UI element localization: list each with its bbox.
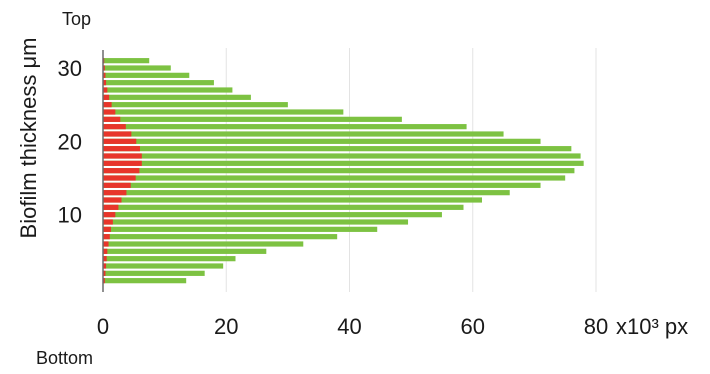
red-bar-11	[103, 204, 119, 210]
green-bar-1	[103, 278, 187, 284]
red-bar-23	[103, 116, 121, 122]
bottom-label: Bottom	[36, 348, 93, 368]
red-bar-21	[103, 131, 132, 137]
green-bar-15	[103, 175, 566, 181]
red-bar-24	[103, 109, 116, 115]
y-axis-label: Biofilm thickness μm	[16, 38, 41, 239]
green-bar-18	[103, 153, 581, 159]
green-bar-25	[103, 102, 288, 108]
red-bar-4	[103, 256, 107, 262]
green-bar-5	[103, 248, 267, 254]
green-bar-14	[103, 182, 541, 188]
x-tick-0: 0	[97, 314, 109, 339]
x-tick-labels: 0 20 40 60 80	[97, 314, 608, 339]
red-bar-27	[103, 87, 108, 93]
red-bar-6	[103, 241, 109, 247]
red-bar-30	[103, 65, 105, 71]
y-tick-labels: 10 20 30	[58, 56, 82, 228]
red-bar-19	[103, 146, 140, 152]
x-axis-unit-label: x10³ px	[616, 314, 688, 339]
top-label: Top	[62, 9, 91, 29]
green-bar-11	[103, 204, 464, 210]
green-bar-22	[103, 124, 467, 130]
red-bar-14	[103, 182, 131, 188]
red-bar-29	[103, 72, 106, 78]
green-bar-3	[103, 263, 224, 269]
green-bar-29	[103, 72, 190, 78]
red-bar-1	[103, 278, 105, 284]
green-bar-7	[103, 234, 338, 240]
green-bar-16	[103, 168, 575, 174]
green-bar-series	[103, 58, 584, 284]
red-bar-25	[103, 102, 112, 108]
red-bar-13	[103, 190, 127, 196]
green-bar-31	[103, 58, 150, 64]
green-bar-28	[103, 80, 214, 86]
green-bar-17	[103, 160, 584, 166]
red-bar-16	[103, 168, 140, 174]
green-bar-2	[103, 270, 205, 276]
red-bar-18	[103, 153, 142, 159]
red-bar-9	[103, 219, 113, 225]
x-tick-60: 60	[461, 314, 485, 339]
red-bar-22	[103, 124, 126, 130]
x-tick-80: 80	[584, 314, 608, 339]
green-bar-26	[103, 94, 251, 100]
green-bar-4	[103, 256, 236, 262]
y-tick-10: 10	[58, 203, 82, 228]
red-bar-12	[103, 197, 122, 203]
red-bar-10	[103, 212, 116, 218]
red-bar-7	[103, 234, 110, 240]
y-tick-30: 30	[58, 56, 82, 81]
green-bar-8	[103, 226, 378, 232]
green-bar-21	[103, 131, 504, 137]
red-bar-3	[103, 263, 107, 269]
red-bar-26	[103, 94, 110, 100]
x-tick-40: 40	[337, 314, 361, 339]
red-bar-28	[103, 80, 107, 86]
green-bar-13	[103, 190, 510, 196]
red-bar-5	[103, 248, 108, 254]
green-bar-6	[103, 241, 304, 247]
green-bar-24	[103, 109, 344, 115]
red-bar-20	[103, 138, 137, 144]
green-bar-19	[103, 146, 572, 152]
green-bar-23	[103, 116, 402, 122]
green-bar-12	[103, 197, 482, 203]
green-bar-9	[103, 219, 409, 225]
red-bar-series	[103, 58, 142, 284]
red-bar-2	[103, 270, 106, 276]
red-bar-8	[103, 226, 112, 232]
x-tick-20: 20	[214, 314, 238, 339]
green-bar-10	[103, 212, 442, 218]
red-bar-15	[103, 175, 136, 181]
green-bar-20	[103, 138, 541, 144]
green-bar-27	[103, 87, 233, 93]
red-bar-17	[103, 160, 142, 166]
y-tick-20: 20	[58, 129, 82, 154]
green-bar-30	[103, 65, 171, 71]
